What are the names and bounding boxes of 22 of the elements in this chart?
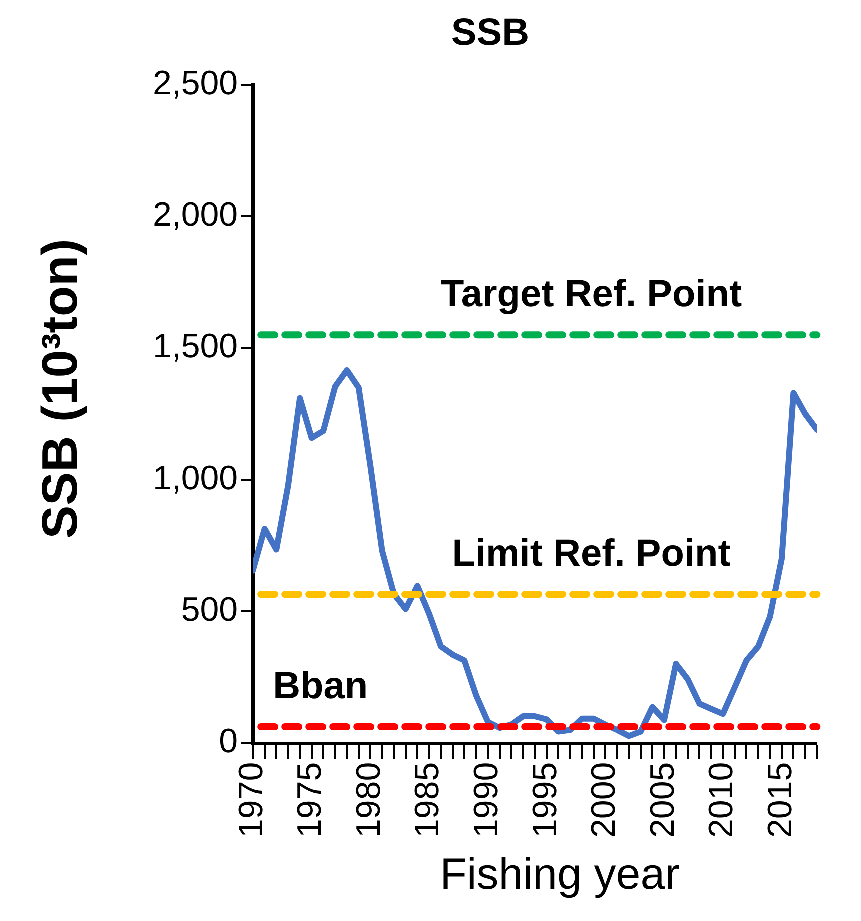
- y-tick-label: 1,500: [152, 328, 238, 366]
- y-axis-title: SSB (10³ton): [31, 238, 89, 541]
- x-tick-label: 2005: [644, 762, 682, 838]
- x-tick-label: 1970: [232, 762, 270, 838]
- chart-title: SSB: [450, 12, 531, 55]
- x-tick-label: 1990: [468, 762, 506, 838]
- x-tick-label: 1980: [350, 762, 388, 838]
- ref-line-label: Bban: [273, 666, 368, 708]
- x-tick-label: 2000: [585, 762, 624, 838]
- ref-line-label: Target Ref. Point: [440, 274, 742, 316]
- x-tick-label: 2010: [702, 762, 741, 838]
- y-tick-label: 2,000: [152, 196, 238, 234]
- y-tick-label: 2,500: [152, 64, 238, 102]
- y-tick-label: 0: [219, 722, 238, 761]
- x-tick-label: 1995: [526, 762, 564, 838]
- x-axis-title: Fishing year: [439, 850, 681, 900]
- y-tick-label: 1,000: [152, 459, 238, 498]
- y-tick-label: 500: [181, 591, 238, 630]
- x-tick-label: 1985: [408, 762, 447, 838]
- x-tick-label: 1975: [291, 762, 330, 838]
- ref-line-label: Limit Ref. Point: [452, 533, 732, 576]
- x-tick-label: 2015: [761, 762, 800, 838]
